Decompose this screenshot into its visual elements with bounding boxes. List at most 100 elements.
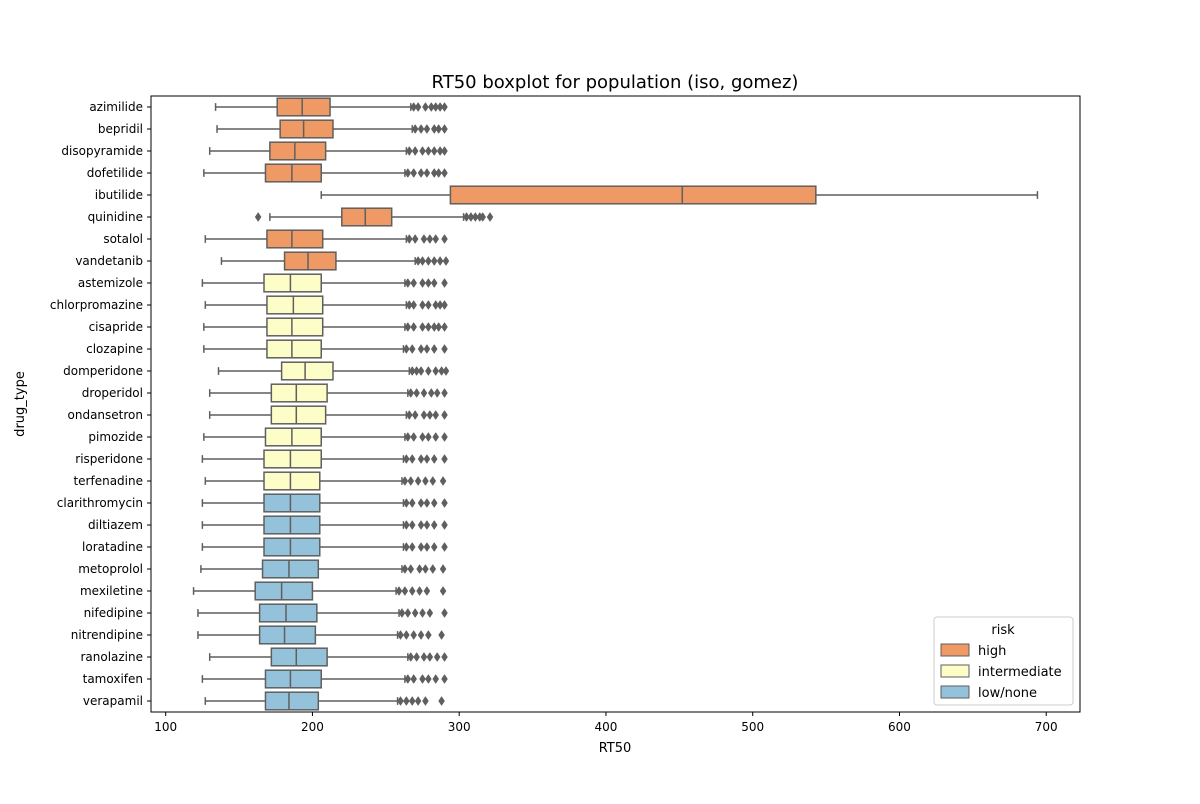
outlier-point xyxy=(419,300,426,310)
outlier-point xyxy=(441,234,448,244)
y-tick-label: astemizole xyxy=(78,276,143,290)
y-tick-label: droperidol xyxy=(82,386,143,400)
outlier-point xyxy=(395,586,403,596)
box-vandetanib xyxy=(220,251,450,271)
outlier-point xyxy=(432,234,440,244)
box-clarithromycin xyxy=(201,493,448,513)
outlier-point xyxy=(422,564,429,574)
outlier-point xyxy=(401,476,409,486)
box-diltiazem xyxy=(201,515,448,535)
outlier-point xyxy=(422,696,429,706)
outlier-point xyxy=(417,520,425,530)
outlier-point xyxy=(410,168,418,178)
outlier-point xyxy=(404,278,412,288)
box-iqr xyxy=(266,339,322,359)
y-tick-label: cisapride xyxy=(89,320,143,334)
outlier-point xyxy=(411,146,419,156)
outlier-point xyxy=(403,520,410,530)
outlier-point xyxy=(435,322,442,332)
outlier-point xyxy=(441,146,448,156)
outlier-point xyxy=(410,674,418,684)
outlier-point xyxy=(439,586,447,596)
outlier-point xyxy=(407,652,415,662)
box-risperidone xyxy=(201,449,448,469)
outlier-point xyxy=(430,542,438,552)
outlier-point xyxy=(432,410,440,420)
outlier-point xyxy=(416,564,423,574)
box-disopyramide xyxy=(208,141,448,161)
outlier-point xyxy=(419,674,426,684)
outlier-point xyxy=(423,344,431,354)
outlier-point xyxy=(425,366,432,376)
outlier-point xyxy=(441,432,448,442)
outlier-point xyxy=(432,102,440,112)
box-verapamil xyxy=(204,691,445,711)
legend-swatch xyxy=(940,643,970,657)
outlier-point xyxy=(403,344,410,354)
outlier-point xyxy=(410,322,418,332)
box-metoprolol xyxy=(200,559,447,579)
outlier-point xyxy=(417,630,425,640)
legend-swatch xyxy=(940,685,970,699)
outlier-point xyxy=(436,146,444,156)
box-iqr xyxy=(263,493,321,513)
outlier-point xyxy=(417,454,425,464)
x-tick-label: 700 xyxy=(1035,720,1058,734)
outlier-point xyxy=(408,520,416,530)
outlier-point xyxy=(414,476,422,486)
outlier-point xyxy=(423,542,431,552)
outlier-point xyxy=(426,234,434,244)
y-axis-label: drug_type xyxy=(13,371,28,437)
outlier-point xyxy=(430,168,438,178)
legend-entries: high intermediate low/none xyxy=(940,643,1062,701)
box-dofetilide xyxy=(203,163,448,183)
outlier-point xyxy=(441,498,448,508)
outlier-point xyxy=(441,124,448,134)
box-iqr xyxy=(270,647,328,667)
y-tick-label: verapamil xyxy=(83,694,143,708)
outlier-point xyxy=(441,454,448,464)
y-tick-label: ondansetron xyxy=(68,408,143,422)
box-iqr xyxy=(266,317,324,337)
legend-frame xyxy=(933,616,1074,706)
x-tick-label: 400 xyxy=(595,720,618,734)
outlier-point xyxy=(419,432,426,442)
outlier-point xyxy=(433,388,441,398)
plot-area xyxy=(192,97,1039,711)
outlier-point xyxy=(428,388,435,398)
outlier-point xyxy=(425,674,432,684)
outlier-point xyxy=(441,168,448,178)
outlier-point xyxy=(417,542,425,552)
outlier-point xyxy=(413,388,420,398)
outlier-point xyxy=(441,608,448,618)
box-tamoxifen xyxy=(201,669,448,689)
outlier-point xyxy=(479,212,486,222)
box-nifedipine xyxy=(197,603,448,623)
y-tick-label: ranolazine xyxy=(80,650,143,664)
outlier-point xyxy=(404,674,412,684)
box-iqr xyxy=(269,141,327,161)
box-loratadine xyxy=(201,537,448,557)
outlier-point xyxy=(426,410,434,420)
outlier-point xyxy=(422,102,429,112)
box-mexiletine xyxy=(192,581,447,601)
outlier-point xyxy=(403,542,410,552)
outlier-point xyxy=(436,256,444,266)
y-tick-label: nitrendipine xyxy=(71,628,143,642)
outlier-point xyxy=(425,146,432,156)
y-tick-label: diltiazem xyxy=(88,518,143,532)
y-tick-label: metoprolol xyxy=(78,562,143,576)
y-tick-label: disopyramide xyxy=(61,144,143,158)
outlier-point xyxy=(428,102,435,112)
outlier-point xyxy=(410,102,418,112)
box-astemizole xyxy=(201,273,448,293)
x-tick-label: 600 xyxy=(888,720,911,734)
outlier-point xyxy=(405,234,413,244)
outlier-point xyxy=(416,586,423,596)
outlier-point xyxy=(438,630,445,640)
box-droperidol xyxy=(208,383,448,403)
outlier-point xyxy=(408,344,416,354)
box-iqr xyxy=(263,273,322,293)
outlier-point xyxy=(441,102,448,112)
